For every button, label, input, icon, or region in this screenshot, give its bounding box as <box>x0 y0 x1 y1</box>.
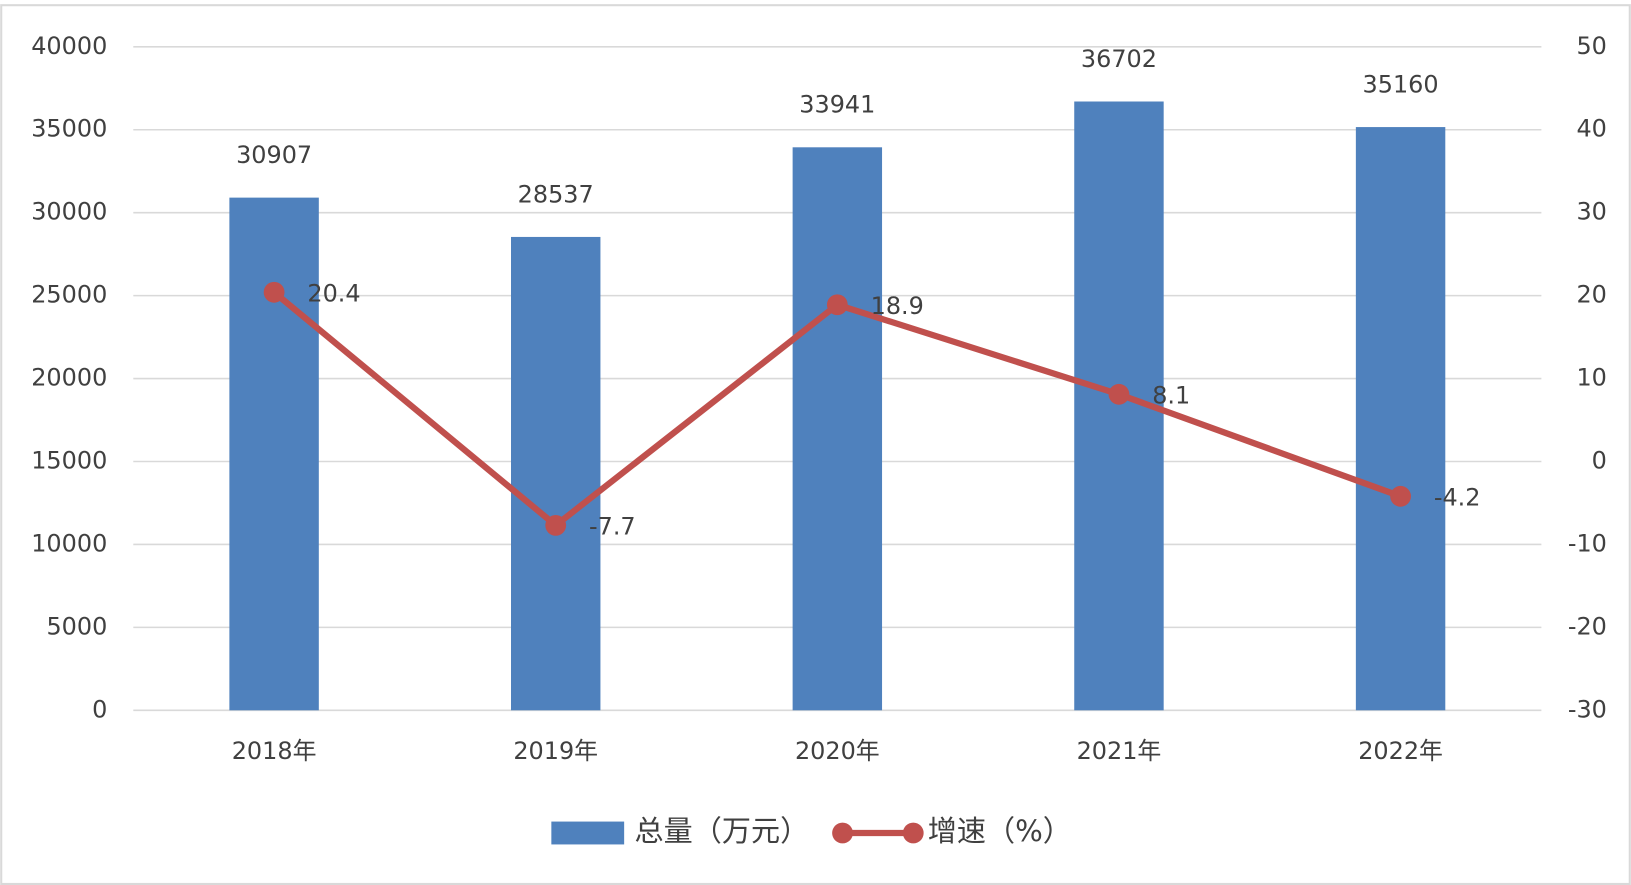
bar <box>792 147 883 711</box>
legend-label: 总量（万元） <box>635 814 810 848</box>
bar-value-label: 36702 <box>1081 45 1157 73</box>
line-value-label: 8.1 <box>1152 381 1190 409</box>
y-tick-label: 5000 <box>46 612 107 640</box>
line-value-label: 18.9 <box>871 292 924 320</box>
bar <box>229 197 319 711</box>
y-tick-label: 10000 <box>31 529 107 557</box>
y-tick-label: 20000 <box>31 364 107 392</box>
y2-tick-label: 30 <box>1576 198 1606 226</box>
y-tick-label: 0 <box>92 695 107 723</box>
y-tick-label: 30000 <box>31 198 107 226</box>
y2-tick-label: 50 <box>1576 32 1606 60</box>
line-marker <box>1108 383 1130 405</box>
y2-tick-label: 20 <box>1576 281 1606 309</box>
legend-label: 增速（%） <box>928 814 1072 848</box>
x-tick-label: 2020年 <box>795 737 880 765</box>
line-value-label: 20.4 <box>307 279 360 307</box>
y-tick-label: 35000 <box>31 115 107 143</box>
y2-tick-label: 10 <box>1576 364 1606 392</box>
y2-tick-label: -10 <box>1568 529 1607 557</box>
bar-value-label: 35160 <box>1363 70 1439 98</box>
line-marker <box>1390 485 1411 507</box>
x-tick-label: 2021年 <box>1077 737 1162 765</box>
bar <box>511 236 601 711</box>
bar-value-label: 30907 <box>236 141 312 169</box>
line-value-label: -4.2 <box>1434 483 1481 511</box>
x-tick-label: 2018年 <box>232 737 317 765</box>
y2-tick-label: 0 <box>1592 446 1607 474</box>
legend-swatch <box>551 821 625 845</box>
x-tick-label: 2019年 <box>513 737 598 765</box>
y-tick-label: 25000 <box>31 281 107 309</box>
y2-tick-label: -20 <box>1568 612 1607 640</box>
line-marker <box>545 514 567 536</box>
legend-swatch-marker <box>902 822 924 844</box>
bar-value-label: 28537 <box>518 180 594 208</box>
y2-tick-label: 40 <box>1576 115 1606 143</box>
y-tick-label: 15000 <box>31 446 107 474</box>
line-marker <box>826 294 848 316</box>
line-marker <box>263 281 285 303</box>
x-tick-label: 2022年 <box>1358 737 1443 765</box>
y-tick-label: 40000 <box>31 32 107 60</box>
legend-swatch-marker <box>832 822 853 844</box>
line-value-label: -7.7 <box>589 512 636 540</box>
bar-value-label: 33941 <box>799 91 875 119</box>
chart-border <box>0 4 1631 885</box>
bar <box>1355 127 1446 711</box>
y2-tick-label: -30 <box>1568 695 1607 723</box>
